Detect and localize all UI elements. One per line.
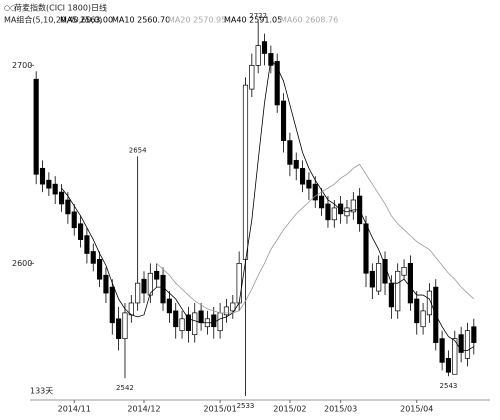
candle-body: [78, 223, 84, 240]
candle-body: [407, 263, 413, 304]
candle-body: [338, 203, 344, 215]
candle-body: [458, 334, 464, 353]
candle-body: [230, 302, 236, 312]
candle-body: [135, 282, 141, 304]
candle-body: [420, 310, 426, 328]
candle-body: [141, 278, 147, 294]
candle-body: [71, 211, 77, 229]
candle-body: [65, 199, 71, 215]
candle-body: [249, 64, 255, 90]
candle-body: [166, 298, 172, 314]
ma-legend: MA60 2608.76: [280, 16, 338, 25]
extreme-label: 2543: [440, 382, 458, 390]
y-tick-label: 2600: [12, 259, 32, 268]
candle-body: [369, 270, 375, 288]
candle-body: [147, 272, 153, 296]
candle-body: [154, 270, 160, 280]
candle-body: [471, 326, 477, 343]
candle-body: [103, 274, 109, 294]
candle-body: [464, 330, 471, 359]
candle-body: [39, 167, 46, 185]
candle-body: [350, 199, 356, 213]
candle-body: [33, 78, 39, 175]
candle-body: [280, 100, 287, 141]
extreme-label: 2722: [249, 12, 267, 20]
candle-body: [319, 195, 325, 209]
x-tick-label: 2015/01: [203, 405, 236, 414]
candle-body: [376, 263, 382, 292]
x-tick-label: 2014/12: [127, 405, 160, 414]
candle-body: [173, 310, 179, 328]
candle-body: [46, 179, 52, 189]
candle-body: [122, 312, 128, 339]
candle-body: [185, 314, 191, 332]
candle-body: [211, 314, 217, 328]
candle-body: [331, 207, 337, 221]
candle-body: [223, 306, 230, 316]
ma-legend: MA40 2591.05: [224, 16, 282, 25]
extreme-label: 2542: [116, 384, 134, 392]
ma-title: MA组合(5,10,20,40,60,0): [4, 15, 102, 25]
x-tick-label: 2014/11: [58, 405, 91, 414]
candle-body: [401, 266, 407, 276]
x-tick-label: 2015/02: [273, 405, 306, 414]
candle-body: [109, 286, 115, 324]
candle-body: [439, 338, 445, 363]
candle-body: [255, 45, 261, 66]
candle-body: [293, 160, 299, 169]
candle-body: [116, 318, 122, 339]
candle-body: [192, 312, 198, 336]
ma-legend: MA5 2563.00: [60, 16, 113, 25]
candle-body: [325, 203, 331, 221]
x-tick-label: 2015/04: [400, 405, 433, 414]
candle-body: [90, 251, 96, 264]
ma-line: [61, 58, 475, 351]
candle-body: [414, 298, 420, 324]
extreme-label: 2654: [129, 146, 147, 154]
candle-body: [452, 338, 458, 375]
period-label: 133天: [30, 387, 53, 396]
candle-body: [395, 270, 401, 312]
candle-body: [179, 318, 185, 332]
candle-body: [363, 223, 369, 274]
candle-body: [217, 312, 223, 332]
chart-title: 荷麦指数(CICI 1800)日线: [14, 3, 107, 13]
candle-body: [388, 282, 394, 308]
candle-body: [52, 183, 58, 195]
candle-body: [287, 140, 293, 165]
candle-body: [97, 259, 103, 280]
candle-body: [198, 310, 204, 324]
candle-body: [274, 61, 280, 106]
y-tick-label: 2700: [12, 61, 32, 70]
candle-body: [84, 235, 90, 254]
candle-body: [261, 41, 268, 54]
x-tick-label: 2015/03: [324, 405, 357, 414]
extreme-label: 2533: [237, 402, 255, 410]
candle-body: [306, 179, 312, 189]
candle-body: [58, 191, 65, 205]
candle-body: [242, 84, 249, 260]
candle-body: [300, 167, 306, 185]
candle-body: [426, 290, 432, 316]
icon: ○○: [4, 4, 16, 12]
ma-line: [156, 163, 475, 314]
candle-body: [445, 358, 452, 373]
candle-body: [236, 263, 242, 304]
ma-legend: MA20 2570.95: [168, 16, 226, 25]
candle-body: [382, 259, 388, 284]
candle-body: [312, 183, 318, 201]
ma-legend: MA10 2560.70: [112, 16, 170, 25]
